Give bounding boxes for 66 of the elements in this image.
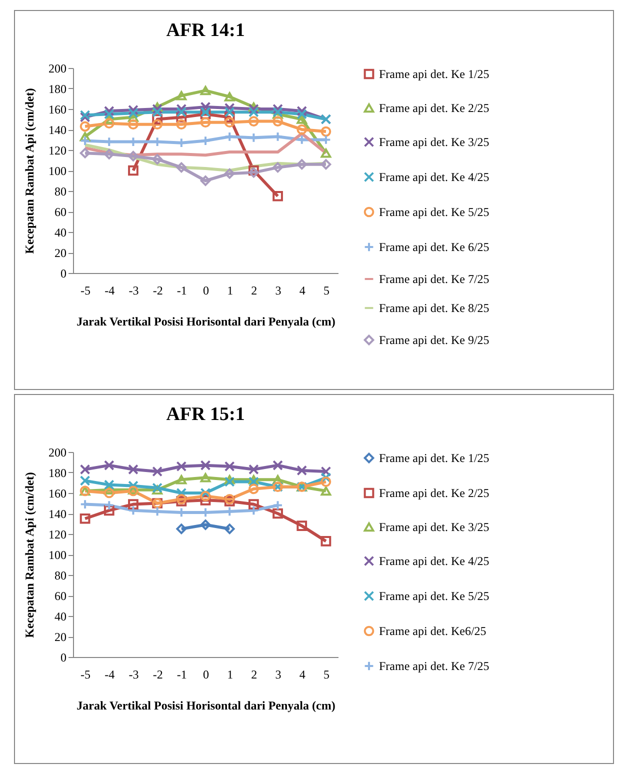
x-tick-label: -5 (80, 284, 91, 298)
legend-label: Frame api det. Ke 7/25 (379, 272, 490, 286)
x-tick-label: 4 (299, 284, 306, 298)
x-tick-label: 5 (323, 668, 330, 682)
y-tick-label: 100 (48, 548, 66, 562)
y-axis-title: Kecepatan Rambat Api (cm/det) (22, 88, 36, 254)
x-tick-label: -4 (104, 668, 115, 682)
legend-label: Frame api det. Ke6/25 (379, 624, 486, 638)
x-tick-label: 1 (227, 668, 234, 682)
y-tick-label: 120 (48, 528, 66, 542)
y-tick-label: 0 (60, 650, 66, 664)
y-tick-label: 80 (54, 568, 66, 582)
y-tick-label: 40 (54, 226, 66, 240)
x-axis-title: Jarak Vertikal Posisi Horisontal dari Penyala (cm) (76, 314, 336, 328)
x-tick-label: -2 (152, 668, 163, 682)
x-tick-label: -5 (80, 668, 91, 682)
y-tick-label: 0 (60, 266, 66, 280)
legend-label: Frame api det. Ke 1/25 (379, 67, 490, 81)
legend-label: Frame api det. Ke 4/25 (379, 170, 490, 184)
x-tick-label: -2 (152, 284, 163, 298)
y-tick-label: 80 (54, 184, 66, 198)
y-tick-label: 180 (48, 466, 66, 480)
y-tick-label: 40 (54, 610, 66, 624)
legend-label: Frame api det. Ke 6/25 (379, 240, 490, 254)
x-tick-label: 3 (275, 668, 282, 682)
y-tick-label: 20 (54, 630, 66, 644)
y-tick-label: 160 (48, 486, 66, 500)
x-tick-label: 4 (299, 668, 306, 682)
y-tick-label: 140 (48, 507, 66, 521)
x-tick-label: -4 (104, 284, 115, 298)
x-tick-label: 0 (203, 284, 209, 298)
y-tick-label: 60 (54, 589, 66, 603)
x-tick-label: 0 (203, 668, 209, 682)
legend-label: Frame api det. Ke 8/25 (379, 301, 490, 315)
legend-label: Frame api det. Ke 5/25 (379, 589, 490, 603)
y-tick-label: 60 (54, 205, 66, 219)
y-tick-label: 200 (48, 446, 66, 460)
y-axis-title: Kecepatan Rambat Api (cm/det) (22, 472, 36, 638)
y-tick-label: 20 (54, 246, 66, 260)
x-tick-label: 1 (227, 284, 234, 298)
y-tick-label: 100 (48, 164, 66, 178)
legend-label: Frame api det. Ke 2/25 (379, 486, 490, 500)
chart-title: AFR 14:1 (166, 20, 245, 41)
x-axis-title: Jarak Vertikal Posisi Horisontal dari Penyala (cm) (76, 698, 336, 712)
legend-label: Frame api det. Ke 2/25 (379, 101, 490, 115)
legend-label: Frame api det. Ke 9/25 (379, 333, 490, 347)
chart-title: AFR 15:1 (166, 404, 245, 425)
y-tick-label: 120 (48, 144, 66, 158)
legend-label: Frame api det. Ke 7/25 (379, 659, 490, 673)
y-tick-label: 180 (48, 82, 66, 96)
x-tick-label: -1 (176, 284, 187, 298)
legend-label: Frame api det. Ke 4/25 (379, 554, 490, 568)
x-tick-label: 2 (251, 284, 258, 298)
legend-label: Frame api det. Ke 3/25 (379, 520, 490, 534)
x-tick-label: 3 (275, 284, 282, 298)
x-tick-label: 2 (251, 668, 258, 682)
x-tick-label: -3 (128, 284, 139, 298)
y-tick-label: 140 (48, 123, 66, 137)
legend-label: Frame api det. Ke 3/25 (379, 135, 490, 149)
x-tick-label: -3 (128, 668, 139, 682)
y-tick-label: 160 (48, 102, 66, 116)
x-tick-label: -1 (176, 668, 187, 682)
y-tick-label: 200 (48, 62, 66, 76)
legend-label: Frame api det. Ke 5/25 (379, 205, 490, 219)
legend-label: Frame api det. Ke 1/25 (379, 451, 490, 465)
x-tick-label: 5 (323, 284, 330, 298)
